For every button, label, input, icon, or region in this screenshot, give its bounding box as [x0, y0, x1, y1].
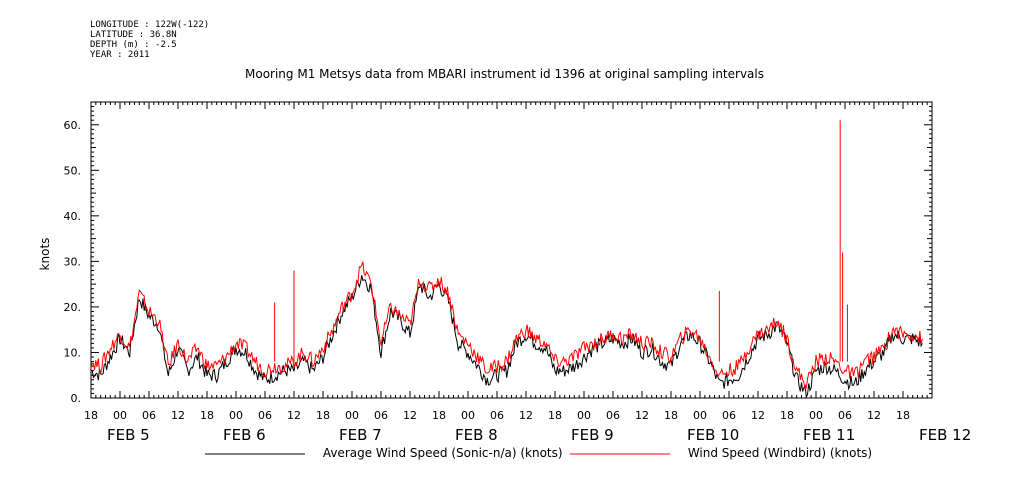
series-average-line [90, 275, 923, 399]
x-tick-label: 18 [548, 409, 562, 422]
chart-title: Mooring M1 Metsys data from MBARI instru… [245, 67, 764, 81]
x-tick-label: 00 [229, 409, 243, 422]
y-tick-label: 50. [64, 164, 82, 177]
x-tick-label: 12 [171, 409, 185, 422]
x-tick-label: 12 [519, 409, 533, 422]
x-tick-label: 00 [809, 409, 823, 422]
year-text: YEAR : 2011 [90, 50, 150, 60]
metadata-block: LONGITUDE : 122W(-122) LATITUDE : 36.8N … [90, 20, 209, 60]
x-tick-label: 06 [606, 409, 620, 422]
day-label: FEB 8 [455, 426, 498, 444]
x-tick-label: 06 [258, 409, 272, 422]
y-tick-label: 20. [64, 301, 82, 314]
x-tick-label: 18 [432, 409, 446, 422]
y-tick-label: 40. [64, 210, 82, 223]
x-tick-label: 18 [84, 409, 98, 422]
x-tick-label: 00 [693, 409, 707, 422]
x-tick-label: 06 [490, 409, 504, 422]
x-tick-label: 06 [722, 409, 736, 422]
x-tick-label: 00 [113, 409, 127, 422]
y-tick-label: 60. [64, 119, 82, 132]
legend-red: Wind Speed (Windbird) (knots) [570, 446, 872, 461]
day-label: FEB 6 [223, 426, 266, 444]
day-label: FEB 10 [687, 426, 739, 444]
x-tick-label: 18 [664, 409, 678, 422]
day-label: FEB 9 [571, 426, 614, 444]
x-tick-label: 00 [577, 409, 591, 422]
x-tick-label: 18 [316, 409, 330, 422]
x-tick-label: 06 [142, 409, 156, 422]
legend-black: Average Wind Speed (Sonic-n/a) (knots) [205, 446, 563, 461]
x-tick-label: 12 [867, 409, 881, 422]
x-tick-label: 12 [287, 409, 301, 422]
series-windbird-line [90, 261, 923, 391]
x-tick-label: 00 [345, 409, 359, 422]
x-tick-label: 00 [461, 409, 475, 422]
x-tick-label: 06 [838, 409, 852, 422]
day-label: FEB 12 [919, 426, 971, 444]
x-tick-label: 18 [780, 409, 794, 422]
x-tick-label: 06 [374, 409, 388, 422]
depth-text: DEPTH (m) : -2.5 [90, 40, 177, 50]
day-label: FEB 11 [803, 426, 855, 444]
y-tick-label: 0. [71, 392, 82, 405]
y-tick-label: 10. [64, 346, 82, 359]
x-tick-label: 18 [896, 409, 910, 422]
day-label: FEB 5 [107, 426, 150, 444]
latitude-text: LATITUDE : 36.8N [90, 30, 177, 40]
legend-label-windbird: Wind Speed (Windbird) (knots) [687, 446, 873, 460]
x-tick-label: 18 [200, 409, 214, 422]
x-tick-label: 12 [403, 409, 417, 422]
x-tick-label: 12 [751, 409, 765, 422]
longitude-text: LONGITUDE : 122W(-122) [90, 20, 210, 30]
day-label: FEB 7 [339, 426, 382, 444]
y-tick-label: 30. [64, 255, 82, 268]
legend-label-average: Average Wind Speed (Sonic-n/a) (knots) [322, 446, 563, 460]
y-axis-label: knots [38, 238, 52, 271]
x-tick-label: 12 [635, 409, 649, 422]
